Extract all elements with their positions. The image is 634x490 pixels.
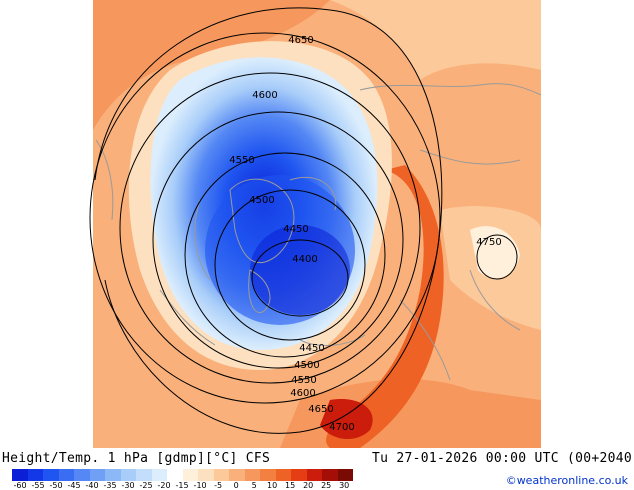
warm-zone-ne (330, 0, 541, 80)
colorbar-tick-label: 5 (251, 481, 257, 490)
contour-labels: 4400 4450 4450 4500 4500 4550 4550 4600 … (229, 35, 501, 433)
colorbar-tick-label: -20 (157, 481, 171, 490)
chart-title: Height/Temp. 1 hPa [gdmp][°C] CFS (2, 451, 271, 466)
colorbar-tick-label: 20 (303, 481, 314, 490)
contour-label: 4500 (294, 360, 319, 371)
contour-label: 4650 (308, 404, 333, 415)
contour-label: 4450 (299, 343, 324, 354)
contour-label: 4650 (288, 35, 313, 46)
colorbar-tick-label: -55 (31, 481, 45, 490)
contour-label: 4550 (229, 155, 254, 166)
colorbar-tick-label: -5 (214, 481, 223, 490)
warm-core-south (320, 399, 373, 440)
colorbar-swatch (198, 469, 214, 481)
colorbar-swatch (89, 469, 105, 481)
colorbar-tick-label: 25 (321, 481, 332, 490)
temperature-colorbar (12, 469, 353, 481)
colorbar-swatch (244, 469, 260, 481)
colorbar-tick-label: -25 (139, 481, 153, 490)
colorbar-swatch (105, 469, 121, 481)
contour-label: 4600 (290, 388, 315, 399)
colorbar-swatch (12, 469, 28, 481)
cold-core-center (250, 225, 350, 315)
colorbar-swatch (337, 469, 353, 481)
colorbar-swatch (167, 469, 183, 481)
warm-zone-nw (93, 0, 330, 130)
valid-datetime: Tu 27-01-2026 00:00 UTC (00+2040 (371, 451, 632, 466)
colorbar-tick-label: -10 (193, 481, 207, 490)
colorbar-swatch (260, 469, 276, 481)
contour-label: 4600 (252, 90, 277, 101)
colorbar-tick-label: -60 (13, 481, 27, 490)
map-canvas: 4400 4450 4450 4500 4500 4550 4550 4600 … (89, 0, 542, 448)
colorbar-tick-label: -35 (103, 481, 117, 490)
colorbar-swatch (74, 469, 90, 481)
colorbar-tick-label: -50 (49, 481, 63, 490)
colorbar-swatch (291, 469, 307, 481)
colorbar-tick-label: -45 (67, 481, 81, 490)
contour-lines (89, 7, 518, 434)
colorbar-tick-label: 10 (267, 481, 278, 490)
colorbar-swatch (58, 469, 74, 481)
colorbar-tick-label: -30 (121, 481, 135, 490)
colorbar-swatch (306, 469, 322, 481)
colorbar-swatch (120, 469, 136, 481)
colorbar-swatch (275, 469, 291, 481)
colorbar-tick-label: 15 (285, 481, 296, 490)
warm-band-east (326, 165, 444, 448)
contour-label: 4550 (291, 375, 316, 386)
colorbar-tick-label: -15 (175, 481, 189, 490)
colorbar-swatch (213, 469, 229, 481)
colorbar-tick-label: 30 (339, 481, 350, 490)
contour-label: 4450 (283, 224, 308, 235)
colorbar-swatch (322, 469, 338, 481)
contour-label: 4700 (329, 422, 354, 433)
weather-map: 4400 4450 4450 4500 4500 4550 4550 4600 … (89, 0, 542, 448)
colorbar-swatch (182, 469, 198, 481)
contour-label: 4750 (476, 237, 501, 248)
colorbar-swatch (151, 469, 167, 481)
colorbar-swatch (229, 469, 245, 481)
colorbar-tick-label: 0 (233, 481, 239, 490)
colorbar-swatch (136, 469, 152, 481)
contour-label: 4500 (249, 195, 274, 206)
pale-patch-east (470, 226, 520, 279)
coastlines (95, 83, 542, 381)
colorbar-swatch (43, 469, 59, 481)
contour-label: 4400 (292, 254, 317, 265)
colorbar-tick-label: -40 (85, 481, 99, 490)
source-credit-link[interactable]: ©weatheronline.co.uk (505, 474, 628, 487)
colorbar-swatch (27, 469, 43, 481)
